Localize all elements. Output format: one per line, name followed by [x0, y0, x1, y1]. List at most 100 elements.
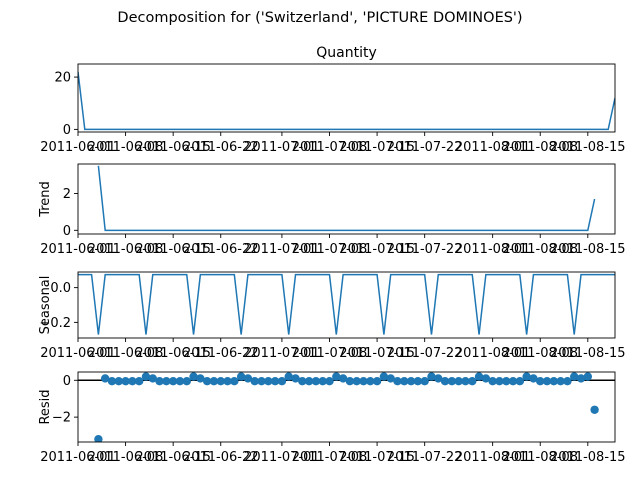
x-tick-label: 2011-08-01 — [455, 346, 531, 361]
x-tick-label: 2011-06-15 — [135, 242, 211, 257]
x-tick-label: 2011-08-08 — [502, 140, 578, 155]
x-tick-label: 2011-08-01 — [455, 450, 531, 465]
x-tick-label: 2011-07-22 — [387, 346, 463, 361]
panel-3-frame — [77, 271, 616, 339]
resid-point — [141, 372, 151, 381]
x-tick-label: 2011-06-01 — [40, 140, 116, 155]
resid-point — [434, 374, 443, 383]
resid-point — [461, 377, 470, 386]
resid-point — [189, 372, 198, 381]
resid-point — [298, 377, 307, 386]
y-tick-label: 20 — [54, 71, 71, 86]
panels-group: 0202011-06-012011-06-082011-06-152011-06… — [38, 45, 626, 465]
resid-point — [277, 377, 287, 386]
resid-point — [570, 372, 579, 381]
x-tick-label: 2011-07-22 — [387, 242, 463, 257]
y-tick-label: 0.0 — [50, 281, 71, 296]
resid-point — [536, 377, 545, 386]
x-tick-label: 2011-06-15 — [135, 450, 211, 465]
resid-point — [318, 377, 327, 386]
resid-point — [515, 377, 525, 386]
x-tick-label: 2011-08-15 — [550, 140, 626, 155]
resid-point — [100, 374, 110, 383]
resid-point — [196, 374, 205, 383]
x-tick-label: 2011-06-22 — [183, 346, 259, 361]
resid-point — [576, 374, 586, 383]
panel-4-frame — [77, 371, 616, 443]
y-tick-label: −0.2 — [39, 316, 71, 331]
resid-point — [542, 377, 552, 386]
resid-point — [128, 377, 137, 386]
x-tick-label: 2011-06-15 — [135, 140, 211, 155]
resid-point — [257, 377, 266, 386]
x-tick-label: 2011-08-15 — [550, 450, 626, 465]
resid-point — [406, 377, 416, 386]
y-tick-label: 0 — [63, 224, 71, 239]
series-line-1 — [78, 71, 615, 131]
x-tick-label: 2011-08-08 — [502, 242, 578, 257]
x-tick-label: 2011-07-08 — [292, 140, 368, 155]
x-tick-label: 2011-08-15 — [550, 346, 626, 361]
y-tick-label: 0 — [63, 374, 71, 389]
x-tick-label: 2011-08-01 — [455, 242, 531, 257]
resid-point — [379, 372, 389, 381]
resid-point — [372, 377, 382, 386]
resid-point — [556, 377, 565, 386]
panel-1-frame — [77, 63, 616, 133]
x-tick-label: 2011-07-22 — [387, 450, 463, 465]
x-tick-label: 2011-06-08 — [88, 346, 164, 361]
resid-point — [359, 377, 368, 386]
resid-point — [243, 374, 253, 383]
resid-point — [134, 377, 144, 386]
x-tick-label: 2011-08-08 — [502, 450, 578, 465]
x-tick-label: 2011-06-22 — [183, 450, 259, 465]
resid-point — [508, 377, 518, 386]
resid-point — [454, 377, 463, 386]
resid-point — [427, 372, 436, 381]
resid-point — [563, 377, 572, 386]
resid-point — [522, 372, 531, 381]
resid-point — [413, 377, 423, 386]
panel-1: 0 20 2011-06-012011-06-082011-06-152011-06… — [40, 45, 625, 155]
resid-point — [182, 377, 191, 386]
resid-point — [386, 374, 395, 383]
x-tick-label: 2011-06-08 — [88, 140, 164, 155]
series-line-3 — [78, 273, 615, 335]
x-tick-label: 2011-07-15 — [339, 346, 415, 361]
resid-point — [291, 374, 300, 383]
figure-suptitle: Decomposition for ('Switzerland', 'PICTU… — [117, 10, 522, 26]
x-tick-label: 2011-08-08 — [502, 346, 578, 361]
resid-point — [236, 372, 246, 381]
resid-point — [311, 377, 321, 386]
x-tick-label: 2011-06-01 — [40, 450, 116, 465]
panel-4-plot-area — [78, 372, 615, 442]
resid-point — [155, 377, 164, 386]
resid-point — [440, 377, 450, 386]
panel-3: 0.0−0.22011-06-012011-06-082011-06-15201… — [38, 271, 626, 361]
panel-2-plot-area — [97, 165, 596, 232]
resid-point — [107, 377, 117, 386]
resid-point — [345, 377, 355, 386]
resid-point — [250, 377, 259, 386]
resid-point — [474, 372, 484, 381]
resid-point — [420, 377, 429, 386]
resid-point — [400, 377, 409, 386]
resid-point — [121, 377, 130, 386]
y-tick-label: −2 — [52, 411, 71, 426]
x-tick-label: 2011-06-01 — [40, 346, 116, 361]
x-tick-label: 2011-06-08 — [88, 450, 164, 465]
x-tick-label: 2011-06-22 — [183, 242, 259, 257]
x-tick-label: 2011-07-01 — [244, 242, 320, 257]
resid-point — [162, 377, 171, 386]
x-tick-label: 2011-07-15 — [339, 242, 415, 257]
x-tick-label: 2011-08-01 — [455, 140, 531, 155]
resid-point — [325, 377, 334, 386]
resid-point — [393, 377, 402, 386]
resid-point — [230, 377, 239, 386]
series-line-2 — [97, 165, 596, 232]
resid-point — [495, 377, 504, 386]
x-tick-label: 2011-07-01 — [244, 140, 320, 155]
x-tick-label: 2011-06-08 — [88, 242, 164, 257]
resid-point — [502, 377, 511, 386]
